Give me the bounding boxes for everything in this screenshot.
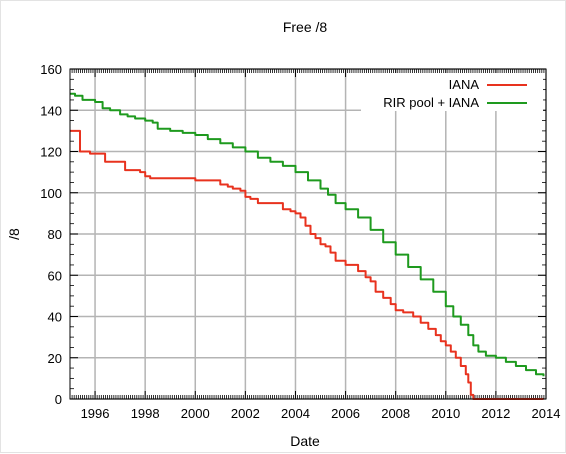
chart-title: Free /8 xyxy=(283,19,328,35)
y-tick-label-120: 120 xyxy=(40,145,62,160)
series-line-iana xyxy=(70,129,544,400)
x-tick-label-2014: 2014 xyxy=(532,406,561,421)
legend-label-rir-pool-iana: RIR pool + IANA xyxy=(383,95,479,110)
series-line-rir-pool-iana xyxy=(70,92,545,377)
x-tick-label-2012: 2012 xyxy=(481,406,510,421)
x-tick-label-1998: 1998 xyxy=(131,406,160,421)
legend-background xyxy=(361,73,543,111)
y-tick-label-20: 20 xyxy=(48,351,62,366)
legend-label-iana: IANA xyxy=(449,77,480,92)
y-tick-label-80: 80 xyxy=(48,227,62,242)
y-tick-label-0: 0 xyxy=(55,392,62,407)
y-tick-label-40: 40 xyxy=(48,310,62,325)
y-tick-label-160: 160 xyxy=(40,62,62,77)
x-tick-label-2002: 2002 xyxy=(231,406,260,421)
y-tick-label-100: 100 xyxy=(40,186,62,201)
legend: IANA RIR pool + IANA xyxy=(361,73,543,111)
x-tick-label-2004: 2004 xyxy=(281,406,310,421)
y-axis-title: /8 xyxy=(6,228,22,240)
x-tick-label-2010: 2010 xyxy=(431,406,460,421)
x-axis-title: Date xyxy=(290,433,320,449)
x-tick-label-2006: 2006 xyxy=(331,406,360,421)
x-tick-label-2000: 2000 xyxy=(181,406,210,421)
x-tick-label-1996: 1996 xyxy=(81,406,110,421)
y-tick-label-60: 60 xyxy=(48,268,62,283)
plot-border xyxy=(69,68,547,400)
series-lines xyxy=(70,92,545,400)
y-tick-label-140: 140 xyxy=(40,103,62,118)
tick-labels: 1996 1998 2000 2002 2004 2006 2008 2010 2012 2014… xyxy=(40,62,560,421)
x-tick-label-2008: 2008 xyxy=(381,406,410,421)
